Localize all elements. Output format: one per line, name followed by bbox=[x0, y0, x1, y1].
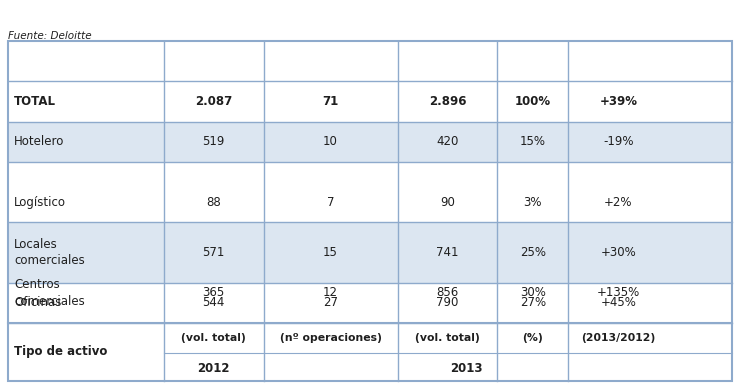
Text: Fuente: Deloitte: Fuente: Deloitte bbox=[8, 31, 92, 41]
Text: (%): (%) bbox=[522, 333, 543, 343]
Text: 741: 741 bbox=[436, 246, 459, 259]
Text: +45%: +45% bbox=[600, 296, 636, 309]
Text: 519: 519 bbox=[203, 135, 225, 148]
Bar bbox=[8, 263, 732, 323]
Bar bbox=[8, 283, 732, 323]
Text: 27: 27 bbox=[323, 296, 338, 309]
Bar bbox=[8, 81, 732, 122]
Text: 10: 10 bbox=[323, 135, 338, 148]
Text: Oficinas: Oficinas bbox=[14, 296, 61, 309]
Bar bbox=[8, 41, 732, 381]
Text: Hotelero: Hotelero bbox=[14, 135, 64, 148]
Text: +2%: +2% bbox=[604, 196, 633, 209]
Text: (vol. total): (vol. total) bbox=[181, 333, 246, 343]
Bar bbox=[8, 182, 732, 222]
Text: 544: 544 bbox=[203, 296, 225, 309]
Text: +30%: +30% bbox=[600, 246, 636, 259]
Text: 15: 15 bbox=[323, 246, 338, 259]
Text: -19%: -19% bbox=[603, 135, 633, 148]
Text: 3%: 3% bbox=[524, 196, 542, 209]
Text: 12: 12 bbox=[323, 286, 338, 299]
Text: 571: 571 bbox=[203, 246, 225, 259]
Text: Logístico: Logístico bbox=[14, 196, 66, 209]
Text: (2013/2012): (2013/2012) bbox=[581, 333, 656, 343]
Text: 856: 856 bbox=[437, 286, 459, 299]
Text: 2013: 2013 bbox=[450, 362, 482, 375]
Bar bbox=[8, 222, 732, 283]
Text: 7: 7 bbox=[327, 196, 334, 209]
Text: (vol. total): (vol. total) bbox=[415, 333, 480, 343]
Text: 27%: 27% bbox=[519, 296, 546, 309]
Text: 15%: 15% bbox=[520, 135, 546, 148]
Text: 790: 790 bbox=[437, 296, 459, 309]
Bar bbox=[8, 122, 732, 162]
Text: 71: 71 bbox=[323, 95, 339, 108]
Text: Centros
comerciales: Centros comerciales bbox=[14, 278, 85, 308]
Text: 30%: 30% bbox=[520, 286, 546, 299]
Text: Locales
comerciales: Locales comerciales bbox=[14, 238, 85, 268]
Text: 90: 90 bbox=[440, 196, 455, 209]
Text: 365: 365 bbox=[203, 286, 225, 299]
Text: 88: 88 bbox=[206, 196, 221, 209]
Text: Tipo de activo: Tipo de activo bbox=[14, 345, 107, 359]
Text: +135%: +135% bbox=[596, 286, 640, 299]
Text: 420: 420 bbox=[437, 135, 459, 148]
Text: 2012: 2012 bbox=[198, 362, 230, 375]
Text: 25%: 25% bbox=[520, 246, 546, 259]
Text: +39%: +39% bbox=[599, 95, 637, 108]
Text: (nº operaciones): (nº operaciones) bbox=[280, 333, 382, 343]
Text: TOTAL: TOTAL bbox=[14, 95, 56, 108]
Bar bbox=[8, 323, 732, 381]
Text: 100%: 100% bbox=[515, 95, 551, 108]
Text: 2.087: 2.087 bbox=[195, 95, 232, 108]
Text: 2.896: 2.896 bbox=[428, 95, 466, 108]
